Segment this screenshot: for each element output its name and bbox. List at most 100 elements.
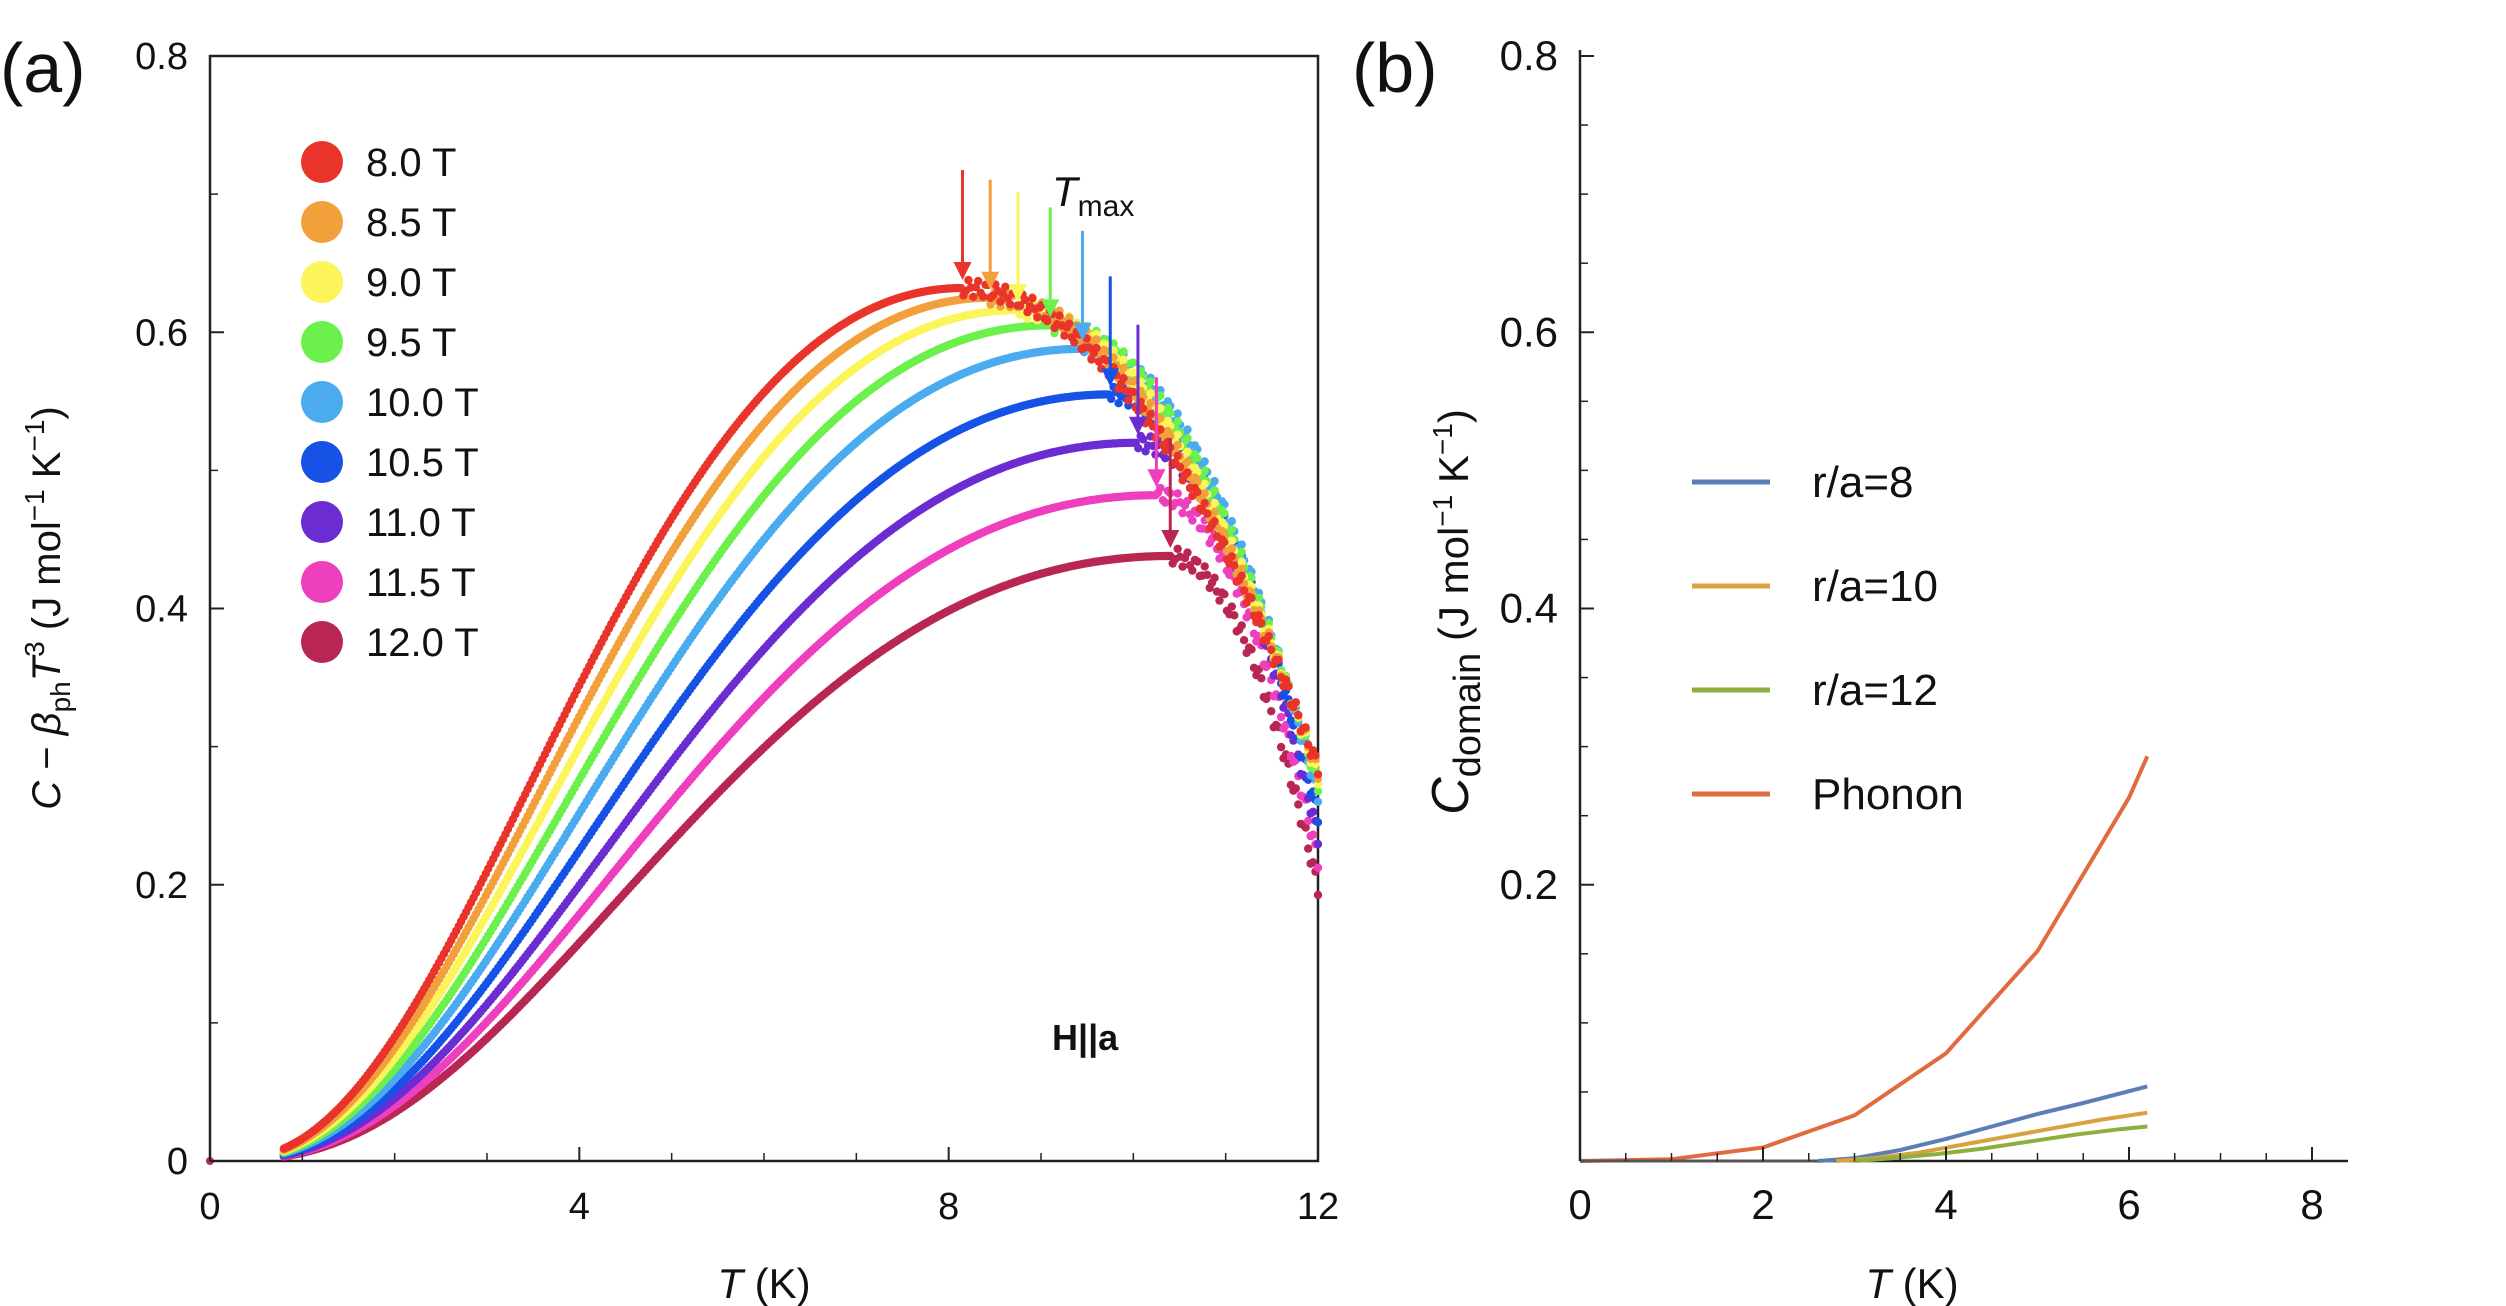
a-point <box>1161 454 1170 463</box>
a-point <box>974 276 983 286</box>
a-point <box>1291 784 1301 793</box>
panel-b-ticks: 0 2 4 6 8 0.2 0.4 0.6 0.8 <box>1500 32 2324 1228</box>
b-ytick-label: 0.2 <box>1500 861 1558 908</box>
tmax-arrow-head <box>953 262 972 281</box>
a-point <box>1210 517 1219 526</box>
a-point <box>1294 800 1303 809</box>
a-ytick-label: 0.2 <box>135 865 188 907</box>
a-point <box>1183 447 1192 456</box>
panel-b-label: (b) <box>1352 29 1438 107</box>
a-point <box>1092 343 1101 353</box>
a-point <box>1193 477 1202 486</box>
a-point <box>1210 507 1219 517</box>
panel-a-data-series <box>206 275 1323 1165</box>
a-point <box>1220 590 1229 599</box>
a-point <box>1237 564 1246 574</box>
a-point <box>1188 566 1197 575</box>
b-legend-label: Phonon <box>1812 770 1964 819</box>
a-point <box>1001 282 1010 291</box>
a-point <box>1173 489 1182 498</box>
a-ytick-label: 0.8 <box>135 36 188 78</box>
a-point <box>1183 468 1192 477</box>
panel-a-tmax-arrows <box>953 170 1180 549</box>
a-point <box>1239 636 1249 645</box>
a-point <box>1284 682 1293 691</box>
tmax-arrow-head <box>1073 322 1092 341</box>
a-point <box>1313 890 1323 900</box>
panel-a-ylabel: C − βphT3 (J mol−1 K−1) <box>19 406 76 810</box>
a-point <box>1237 571 1246 580</box>
a-point <box>1129 377 1138 386</box>
a-point <box>1227 517 1237 526</box>
a-point <box>1311 751 1320 760</box>
b-ytick-label: 0.6 <box>1500 308 1558 355</box>
a-point <box>1173 417 1182 426</box>
a-point <box>1156 414 1165 423</box>
a-point <box>1313 818 1323 827</box>
a-point <box>1087 355 1096 364</box>
a-point <box>1301 823 1310 832</box>
a-point <box>1129 387 1138 397</box>
a-point <box>978 292 988 301</box>
a-point <box>1173 440 1182 450</box>
a-point <box>1178 562 1187 571</box>
a-point <box>1230 611 1239 620</box>
a-point <box>1055 311 1064 320</box>
a-point <box>1227 552 1237 561</box>
a-point <box>1139 435 1148 444</box>
a-point <box>1227 602 1237 611</box>
a-point <box>1257 618 1266 628</box>
a-point <box>1129 368 1138 377</box>
panel-b-ylabel: Cdomain (J mol−1 K−1) <box>1422 409 1489 815</box>
a-point <box>1193 454 1202 463</box>
a-point <box>1173 430 1182 439</box>
a-point <box>1203 509 1212 518</box>
a-legend-marker <box>301 561 343 603</box>
a-point <box>1276 742 1286 752</box>
a-point <box>1304 844 1313 853</box>
a-legend-label: 9.0 T <box>366 261 456 305</box>
panel-a-label: (a) <box>0 29 86 107</box>
a-legend-label: 11.5 T <box>366 561 476 605</box>
a-point <box>1023 314 1032 323</box>
a-point <box>1210 573 1219 582</box>
a-point <box>1267 645 1276 655</box>
a-point <box>1092 335 1101 344</box>
a-legend-marker <box>301 381 343 423</box>
a-point <box>1033 313 1042 322</box>
b-series-ra8 <box>1817 1084 2148 1163</box>
a-legend-marker <box>301 501 343 543</box>
a-point <box>1129 358 1138 367</box>
a-point <box>1200 466 1209 475</box>
a-point <box>1254 593 1264 603</box>
panel-b: 0 2 4 6 8 0.2 0.4 0.6 0.8 r/a=8 r/a=10 r/a=12 Phono… <box>1352 29 2348 1306</box>
panel-b-data-series <box>1579 755 2150 1163</box>
a-point <box>1237 547 1246 557</box>
a-point <box>1156 404 1165 413</box>
tmax-arrow-head <box>1147 469 1166 488</box>
a-point <box>1015 310 1025 320</box>
a-point <box>1161 498 1170 507</box>
a-series-8.0T <box>279 275 1323 1153</box>
a-point <box>1200 457 1209 466</box>
a-point <box>1156 425 1165 434</box>
a-legend-marker <box>301 201 343 243</box>
a-point <box>1313 863 1323 872</box>
a-point <box>969 292 978 301</box>
a-point <box>1247 594 1256 603</box>
a-point <box>1210 476 1219 486</box>
a-ytick-label: 0.4 <box>135 589 188 631</box>
a-point <box>1114 399 1123 408</box>
a-point <box>1254 611 1264 620</box>
a-point <box>1200 562 1209 571</box>
tmax-arrow-head <box>1101 368 1120 387</box>
a-xtick-label: 4 <box>569 1186 590 1228</box>
a-point <box>1237 540 1246 549</box>
a-legend-label: 11.0 T <box>366 501 476 545</box>
b-ytick-label: 0.4 <box>1500 585 1558 632</box>
a-point <box>1200 479 1209 488</box>
a-point <box>1183 425 1192 434</box>
a-xtick-label: 0 <box>199 1186 220 1228</box>
a-point <box>1276 712 1286 722</box>
a-point <box>1274 655 1283 665</box>
